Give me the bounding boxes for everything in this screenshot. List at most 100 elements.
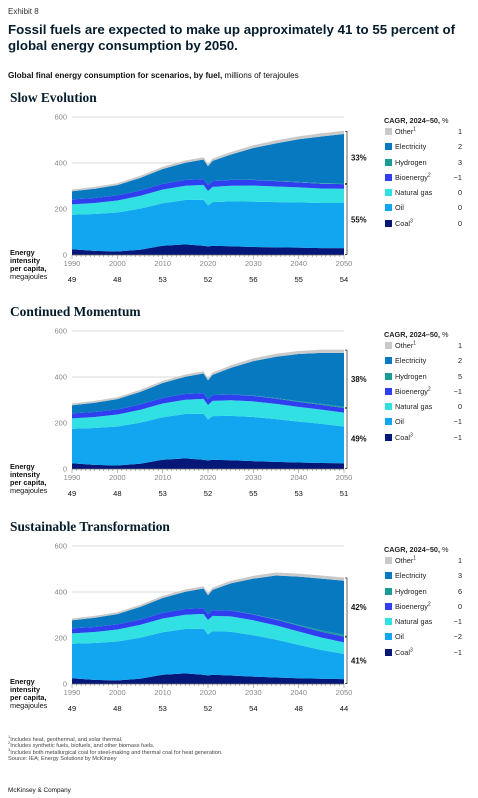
energy-intensity-value-2050: 54 — [340, 275, 348, 284]
legend-swatch — [385, 173, 392, 181]
legend-item-oil: Oil −1 — [384, 417, 476, 432]
energy-intensity-value-2000: 48 — [113, 275, 121, 284]
x-tick-label-2010: 2010 — [154, 688, 171, 697]
legend-swatch — [385, 219, 392, 227]
legend-item-bioenergy: Bioenergy2 −1 — [384, 173, 476, 188]
legend-cagr-value: 6 — [457, 586, 462, 596]
x-tick-label-2010: 2010 — [154, 259, 171, 268]
energy-intensity-value-2030: 55 — [249, 489, 257, 498]
y-tick-label-600: 600 — [54, 113, 67, 122]
legend-cagr-value: −1 — [453, 432, 462, 442]
energy-intensity-label: Energy intensity per capita, megajoules — [10, 677, 48, 710]
area-natural-gas — [72, 184, 344, 215]
panel-title-slow-evolution: Slow Evolution — [10, 90, 97, 105]
energy-intensity-value-1990: 49 — [68, 704, 76, 713]
bracket-share-label: 41% — [351, 656, 367, 665]
legend-item-electricity: Electricity 2 — [384, 356, 476, 371]
legend-cagr-value: −1 — [453, 417, 462, 427]
legend-swatch — [385, 143, 392, 151]
legend-swatch — [385, 342, 392, 349]
legend-cagr-value: 1 — [457, 556, 462, 565]
bracket-fossil — [345, 408, 348, 469]
legend-cagr-value: 3 — [457, 571, 462, 581]
brand-logo-text: McKinsey & Company — [8, 787, 71, 794]
legend-swatch — [385, 587, 392, 595]
legend-cagr-value: 0 — [457, 601, 462, 611]
legend-item-other: Other1 1 — [384, 556, 476, 571]
legend-swatch — [385, 387, 392, 395]
panel-title-continued-momentum: Continued Momentum — [10, 304, 141, 319]
legend-label: Coal3 — [395, 647, 413, 657]
legend-item-natural-gas: Natural gas 0 — [384, 188, 476, 203]
energy-intensity-value-2050: 44 — [340, 704, 348, 713]
legend-swatch — [385, 618, 392, 626]
bracket-fossil — [345, 636, 348, 684]
x-tick-label-1990: 1990 — [64, 473, 81, 482]
legend-cagr-value: −1 — [453, 386, 462, 396]
x-tick-label-2000: 2000 — [109, 473, 126, 482]
source-note: Source: IEA; Energy Solutions by McKinse… — [8, 756, 117, 763]
legend-item-bioenergy: Bioenergy2 0 — [384, 602, 476, 617]
legend-label: Bioenergy2 — [395, 172, 431, 182]
legend-item-hydrogen: Hydrogen 6 — [384, 587, 476, 602]
y-tick-label-400: 400 — [54, 373, 67, 382]
energy-intensity-value-2010: 53 — [158, 275, 166, 284]
bracket-clean — [345, 130, 348, 185]
legend-item-electricity: Electricity 3 — [384, 571, 476, 586]
exhibit-label: Exhibit 8 — [8, 7, 39, 16]
legend-label: Hydrogen — [395, 157, 427, 167]
bracket-share-label: 33% — [351, 153, 367, 162]
legend-item-bioenergy: Bioenergy2 −1 — [384, 387, 476, 402]
legend-swatch — [385, 204, 392, 212]
y-tick-label-0: 0 — [63, 251, 67, 260]
legend-cagr-value: 5 — [457, 371, 462, 381]
legend-cagr-value: 0 — [457, 188, 462, 198]
legend-label: Other1 — [395, 340, 417, 350]
area-oil — [72, 199, 344, 252]
energy-intensity-value-2020: 52 — [204, 489, 212, 498]
bracket-share-label: 38% — [351, 375, 367, 384]
legend-label: Electricity — [395, 142, 427, 152]
legend-item-coal: Coal3 −1 — [384, 433, 476, 448]
legend-cagr-value: 0 — [457, 402, 462, 412]
bracket-share-label: 55% — [351, 216, 367, 225]
legend-cagr-value: 3 — [457, 157, 462, 167]
legend-swatch — [385, 158, 392, 166]
legend-label: Bioenergy2 — [395, 386, 431, 396]
legend-swatch — [385, 572, 392, 580]
panel-title-sustainable-transformation: Sustainable Transformation — [10, 519, 170, 534]
area-other — [72, 349, 344, 406]
y-tick-label-0: 0 — [63, 680, 67, 689]
headline: Fossil fuels are expected to make up app… — [8, 22, 456, 53]
legend-cagr-value: 2 — [457, 142, 462, 152]
energy-intensity-value-1990: 49 — [68, 489, 76, 498]
legend-slow-evolution: CAGR, 2024–50, % Other1 1 Electricity 2 Hydro… — [384, 116, 476, 234]
x-tick-label-2050: 2050 — [336, 473, 353, 482]
area-coal — [72, 673, 344, 684]
energy-intensity-value-2030: 56 — [249, 275, 257, 284]
legend-item-other: Other1 1 — [384, 341, 476, 356]
legend-item-hydrogen: Hydrogen 3 — [384, 158, 476, 173]
legend-cagr-value: 1 — [457, 127, 462, 136]
legend-item-natural-gas: Natural gas 0 — [384, 402, 476, 417]
legend-swatch — [385, 633, 392, 641]
legend-swatch — [385, 189, 392, 197]
subtitle-bold: Global final energy consumption for scen… — [8, 71, 223, 80]
y-tick-label-200: 200 — [54, 205, 67, 214]
legend-cagr-value: −1 — [453, 647, 462, 657]
legend-label: Electricity — [395, 356, 427, 366]
area-other — [72, 572, 344, 621]
y-tick-label-0: 0 — [63, 465, 67, 474]
energy-intensity-value-1990: 49 — [68, 275, 76, 284]
y-tick-label-200: 200 — [54, 634, 67, 643]
legend-item-hydrogen: Hydrogen 5 — [384, 372, 476, 387]
area-electricity — [72, 575, 344, 635]
legend-item-electricity: Electricity 2 — [384, 142, 476, 157]
x-tick-label-2020: 2020 — [200, 688, 217, 697]
footnote-1: 1Includes heat, geothermal, and solar th… — [8, 734, 123, 743]
legend-label: Electricity — [395, 571, 427, 581]
bracket-clean — [345, 349, 348, 408]
area-bioenergy — [72, 393, 344, 419]
legend-swatch — [385, 403, 392, 411]
legend-label: Hydrogen — [395, 586, 427, 596]
